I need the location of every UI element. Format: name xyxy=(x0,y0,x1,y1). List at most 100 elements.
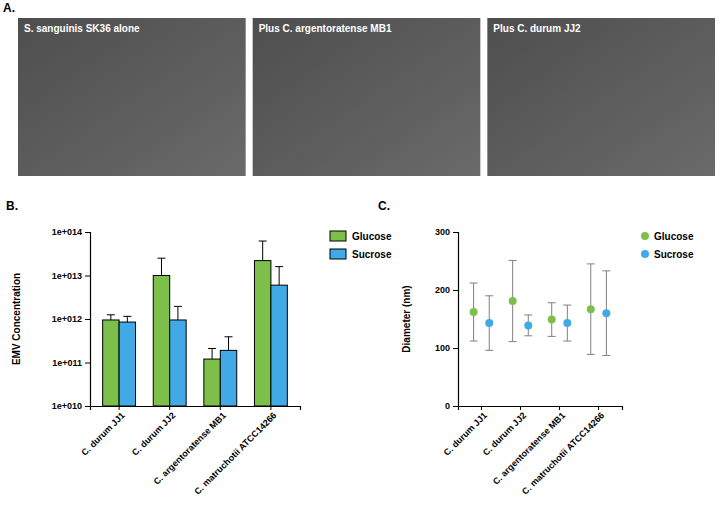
panel-label: C. xyxy=(378,199,390,213)
point xyxy=(602,309,610,317)
error-bar-cap xyxy=(548,302,556,303)
y-tick-label: 1e+011 xyxy=(52,358,82,368)
y-tick-label: 1e+010 xyxy=(52,401,82,411)
legend: Glucose Sucrose xyxy=(641,231,694,260)
error-bar-stem xyxy=(177,306,178,320)
x-tick: C. matruchotii ATCC14266 xyxy=(192,406,278,497)
bar xyxy=(103,320,119,406)
x-tick: C. durum JJ1 xyxy=(79,406,126,458)
error-bar xyxy=(107,315,115,320)
error-bar-stem xyxy=(212,348,213,359)
error-bar xyxy=(485,296,493,351)
legend-label: Glucose xyxy=(654,231,694,242)
y-tick-mark xyxy=(453,406,458,407)
y-tick-mark xyxy=(453,348,458,349)
bar xyxy=(204,359,220,406)
x-tick-mark xyxy=(270,406,271,410)
legend-swatch xyxy=(641,250,649,258)
error-bar xyxy=(548,303,556,337)
error-bar-cap xyxy=(587,354,595,355)
point xyxy=(470,308,478,316)
x-tick-label: C. matruchotii ATCC14266 xyxy=(192,410,278,496)
error-bar-cap xyxy=(123,316,131,317)
error-bar-cap xyxy=(509,341,517,342)
point xyxy=(485,319,493,327)
error-bar-cap xyxy=(485,350,493,351)
y-axis-line xyxy=(85,233,91,407)
x-tick: C. argentoratense MB1 xyxy=(491,406,567,487)
y-tick: 1e+014 xyxy=(52,227,90,237)
error-bar-cap xyxy=(470,341,478,342)
y-tick-label: 1e+014 xyxy=(52,227,82,237)
bar xyxy=(271,285,287,406)
error-bar-cap xyxy=(107,314,115,315)
error-bar-cap xyxy=(548,336,556,337)
point xyxy=(563,319,571,327)
x-tick-mark xyxy=(520,406,521,410)
legend-item: Glucose xyxy=(330,231,392,242)
error-bar xyxy=(524,315,532,336)
legend-label: Glucose xyxy=(352,231,392,242)
point xyxy=(587,305,595,313)
error-bar-cap xyxy=(602,270,610,271)
error-bar xyxy=(275,267,283,286)
y-tick-label: 300 xyxy=(435,227,450,237)
point xyxy=(524,321,532,329)
x-tick-label: C. matruchotii ATCC14266 xyxy=(520,410,606,496)
point xyxy=(509,297,517,305)
error-bar-stem xyxy=(262,241,263,261)
error-bar xyxy=(563,305,571,341)
bar xyxy=(119,322,135,406)
legend-label: Sucrose xyxy=(654,249,694,260)
panel-label: A. xyxy=(3,1,15,15)
error-bar-cap xyxy=(524,314,532,315)
error-bar-cap xyxy=(563,305,571,306)
x-tick-mark xyxy=(169,406,170,410)
error-bar-cap xyxy=(485,295,493,296)
error-bar-cap xyxy=(174,306,182,307)
error-bar xyxy=(470,283,478,341)
legend-item: Glucose xyxy=(641,231,694,242)
error-bar-cap xyxy=(524,335,532,336)
error-bar xyxy=(509,260,517,341)
bar xyxy=(254,261,270,406)
microscopy-image xyxy=(487,18,715,176)
legend-swatch xyxy=(330,249,346,259)
bar xyxy=(153,276,169,407)
error-bar-stem xyxy=(110,315,111,320)
error-bar xyxy=(225,337,233,351)
x-tick-label: C. argentoratense MB1 xyxy=(491,410,567,486)
y-tick: 1e+011 xyxy=(52,358,90,368)
error-bar-cap xyxy=(157,258,165,259)
y-tick-mark xyxy=(85,406,90,407)
y-tick: 1e+012 xyxy=(52,314,90,324)
error-bar-stem xyxy=(161,258,162,275)
plot-marks xyxy=(470,260,611,355)
x-tick-mark xyxy=(481,406,482,410)
y-tick: 1e+013 xyxy=(52,271,90,281)
error-bar xyxy=(174,306,182,320)
x-tick-mark xyxy=(119,406,120,410)
error-bar xyxy=(259,241,267,261)
y-tick-mark xyxy=(453,232,458,233)
y-tick: 0 xyxy=(445,401,458,411)
point xyxy=(548,316,556,324)
x-axis: C. durum JJ1C. durum JJ2C. argentoratens… xyxy=(442,406,623,497)
error-bar-cap xyxy=(509,260,517,261)
y-tick: 100 xyxy=(435,343,458,353)
y-tick: 200 xyxy=(435,285,458,295)
figure: A.S. sanguinis SK36 alonePlus C. argento… xyxy=(0,0,719,520)
legend-item: Sucrose xyxy=(330,249,392,260)
y-axis-title: Diameter (nm) xyxy=(401,285,412,352)
y-axis: 1e+010 1e+011 1e+012 1e+013 1e+014 xyxy=(52,227,91,411)
microscopy-image xyxy=(253,18,481,176)
error-bar-cap xyxy=(470,283,478,284)
x-tick: C. durum JJ2 xyxy=(130,406,177,458)
legend-swatch xyxy=(641,232,649,240)
image-title: Plus C. argentoratense MB1 xyxy=(259,23,392,34)
legend-label: Sucrose xyxy=(352,249,392,260)
x-tick-mark xyxy=(598,406,599,410)
plot-marks xyxy=(103,241,288,406)
y-tick-label: 0 xyxy=(445,401,450,411)
x-tick-mark xyxy=(559,406,560,410)
